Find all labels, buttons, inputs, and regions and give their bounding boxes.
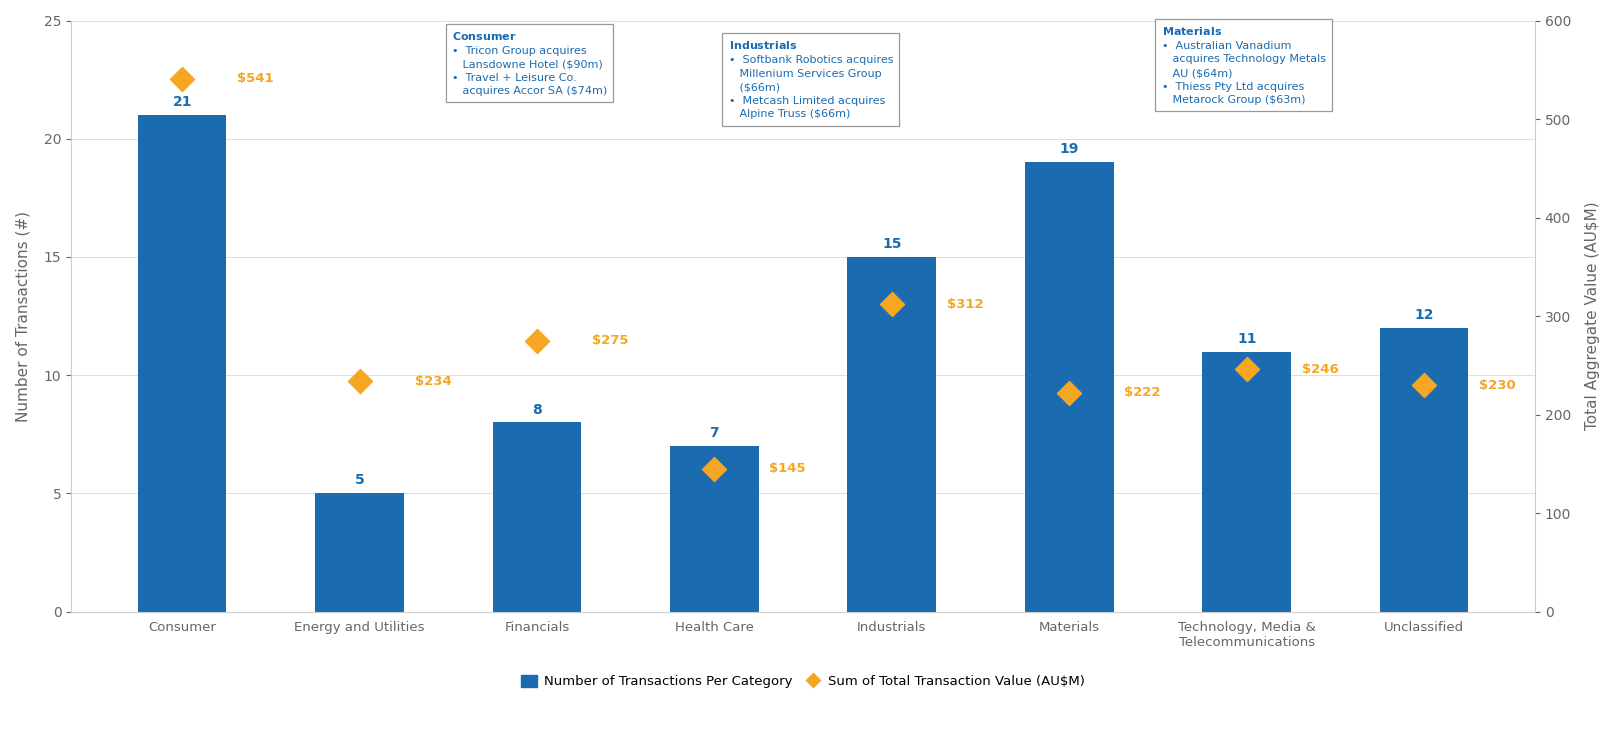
Bar xyxy=(1201,351,1290,611)
Text: 15: 15 xyxy=(881,237,901,251)
Legend: Number of Transactions Per Category, Sum of Total Transaction Value (AU$M): Number of Transactions Per Category, Sum… xyxy=(516,670,1089,693)
Bar xyxy=(670,446,759,611)
Point xyxy=(1233,363,1259,375)
Text: $246: $246 xyxy=(1301,362,1338,376)
Bar xyxy=(315,493,404,611)
Text: 21: 21 xyxy=(173,96,192,109)
Text: 5: 5 xyxy=(355,474,365,487)
Bar xyxy=(1378,328,1467,611)
Bar xyxy=(847,257,936,611)
Bar xyxy=(492,423,581,611)
Text: $234: $234 xyxy=(415,374,450,387)
Text: $222: $222 xyxy=(1123,387,1160,399)
Text: 19: 19 xyxy=(1059,142,1078,156)
Point xyxy=(700,462,726,475)
Bar xyxy=(137,115,226,611)
Y-axis label: Total Aggregate Value (AU$M): Total Aggregate Value (AU$M) xyxy=(1583,202,1599,430)
Text: $312: $312 xyxy=(946,298,983,311)
Point xyxy=(1411,379,1436,391)
Point xyxy=(347,375,373,387)
Point xyxy=(1056,387,1081,399)
Text: $\bf{Materials}$
•  Australian Vanadium
   acquires Technology Metals
   AU ($64: $\bf{Materials}$ • Australian Vanadium a… xyxy=(1160,26,1325,105)
Text: $\bf{Industrials}$
•  Softbank Robotics acquires
   Millenium Services Group
   : $\bf{Industrials}$ • Softbank Robotics a… xyxy=(728,39,893,120)
Text: $\bf{Consumer}$
•  Tricon Group acquires
   Lansdowne Hotel ($90m)
•  Travel + L: $\bf{Consumer}$ • Tricon Group acquires … xyxy=(452,30,607,96)
Text: $275: $275 xyxy=(592,334,628,347)
Text: $145: $145 xyxy=(768,462,805,475)
Text: 8: 8 xyxy=(531,402,542,417)
Text: 12: 12 xyxy=(1414,308,1433,322)
Text: 7: 7 xyxy=(709,426,718,440)
Point xyxy=(878,299,904,311)
Point xyxy=(523,335,549,347)
Text: 11: 11 xyxy=(1236,332,1256,346)
Text: $230: $230 xyxy=(1478,378,1516,392)
Text: $541: $541 xyxy=(237,72,274,85)
Point xyxy=(169,73,195,85)
Y-axis label: Number of Transactions (#): Number of Transactions (#) xyxy=(15,211,31,422)
Bar xyxy=(1025,162,1114,611)
